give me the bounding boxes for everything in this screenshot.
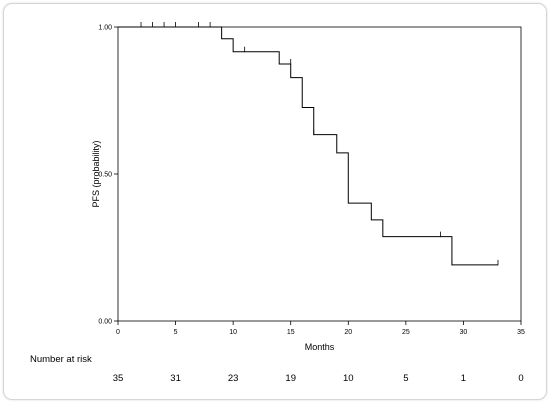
risk-count: 1 [461,373,466,384]
x-tick-label: 10 [229,329,237,336]
risk-count: 31 [170,373,181,384]
plot-area-border [117,26,522,322]
x-tick-label: 5 [174,329,178,336]
survival-step-curve [118,26,498,266]
x-axis-ticks: 0 5 10 15 20 25 30 35 [116,321,525,336]
risk-table-label: Number at risk [30,354,92,365]
x-tick-label: 20 [344,329,352,336]
x-tick-label: 35 [517,329,525,336]
y-tick-label: 1.00 [98,25,112,32]
y-axis-ticks: 0.00 0.50 1.00 [98,25,118,326]
figure-frame [3,3,547,400]
y-tick-label: 0.00 [98,319,112,326]
x-tick-label: 30 [460,329,468,336]
x-tick-label: 0 [116,329,120,336]
x-tick-label: 15 [287,329,295,336]
y-axis-title: PFS (probability) [91,140,101,207]
risk-count: 19 [285,373,296,384]
risk-table-counts: 35 31 23 19 10 5 1 0 [113,373,524,384]
risk-count: 5 [403,373,408,384]
y-tick-label: 0.50 [98,172,112,179]
risk-count: 0 [518,373,523,384]
censor-marks [140,22,499,266]
risk-count: 35 [113,373,124,384]
x-axis-title: Months [305,342,335,352]
x-tick-label: 25 [402,329,410,336]
risk-count: 10 [343,373,354,384]
risk-count: 23 [228,373,239,384]
